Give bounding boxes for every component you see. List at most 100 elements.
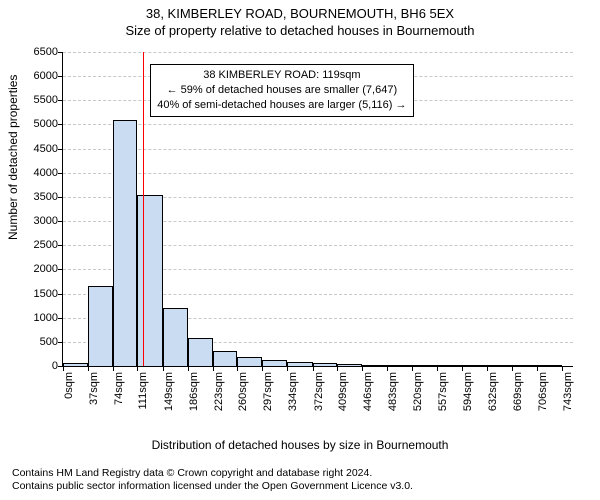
xtick-mark bbox=[88, 366, 89, 371]
gridline bbox=[63, 149, 573, 150]
plot-area: 0500100015002000250030003500400045005000… bbox=[62, 52, 573, 367]
ytick-mark bbox=[58, 197, 63, 198]
ytick-label: 4500 bbox=[34, 143, 58, 155]
xtick-label: 557sqm bbox=[437, 372, 449, 411]
xtick-label: 594sqm bbox=[462, 372, 474, 411]
annotation-line-3: 40% of semi-detached houses are larger (… bbox=[157, 98, 406, 113]
x-axis-label: Distribution of detached houses by size … bbox=[0, 438, 600, 452]
annotation-line-1: 38 KIMBERLEY ROAD: 119sqm bbox=[157, 68, 406, 83]
histogram-bar bbox=[113, 120, 138, 366]
xtick-mark bbox=[512, 366, 513, 371]
histogram-bar bbox=[237, 357, 262, 366]
ytick-mark bbox=[58, 76, 63, 77]
marker-line bbox=[143, 52, 144, 366]
ytick-mark bbox=[58, 124, 63, 125]
xtick-mark bbox=[313, 366, 314, 371]
annotation-line-2: ← 59% of detached houses are smaller (7,… bbox=[157, 83, 406, 98]
ytick-label: 1500 bbox=[34, 288, 58, 300]
histogram-bar bbox=[213, 351, 238, 366]
ytick-mark bbox=[58, 221, 63, 222]
xtick-mark bbox=[262, 366, 263, 371]
xtick-label: 409sqm bbox=[337, 372, 349, 411]
ytick-mark bbox=[58, 52, 63, 53]
xtick-mark bbox=[237, 366, 238, 371]
ytick-label: 1000 bbox=[34, 312, 58, 324]
chart-container: 38, KIMBERLEY ROAD, BOURNEMOUTH, BH6 5EX… bbox=[0, 0, 600, 500]
ytick-label: 0 bbox=[52, 360, 58, 372]
histogram-bar bbox=[88, 286, 113, 366]
histogram-bar bbox=[163, 308, 188, 366]
histogram-bar bbox=[387, 365, 412, 366]
xtick-mark bbox=[188, 366, 189, 371]
histogram-bar bbox=[337, 364, 362, 366]
xtick-label: 706sqm bbox=[537, 372, 549, 411]
ytick-mark bbox=[58, 173, 63, 174]
xtick-label: 186sqm bbox=[188, 372, 200, 411]
ytick-label: 2000 bbox=[34, 263, 58, 275]
xtick-label: 37sqm bbox=[88, 372, 100, 405]
gridline bbox=[63, 173, 573, 174]
annotation-box: 38 KIMBERLEY ROAD: 119sqm← 59% of detach… bbox=[150, 64, 413, 117]
xtick-mark bbox=[362, 366, 363, 371]
histogram-bar bbox=[462, 365, 488, 366]
ytick-mark bbox=[58, 100, 63, 101]
xtick-label: 297sqm bbox=[262, 372, 274, 411]
xtick-mark bbox=[63, 366, 64, 371]
xtick-mark bbox=[213, 366, 214, 371]
xtick-mark bbox=[337, 366, 338, 371]
ytick-mark bbox=[58, 269, 63, 270]
xtick-label: 743sqm bbox=[562, 372, 574, 411]
ytick-label: 6500 bbox=[34, 46, 58, 58]
xtick-mark bbox=[113, 366, 114, 371]
histogram-bar bbox=[512, 365, 537, 366]
ytick-mark bbox=[58, 318, 63, 319]
ytick-label: 4000 bbox=[34, 167, 58, 179]
histogram-bar bbox=[137, 195, 163, 366]
ytick-label: 5500 bbox=[34, 94, 58, 106]
xtick-label: 520sqm bbox=[412, 372, 424, 411]
histogram-bar bbox=[287, 362, 313, 366]
xtick-label: 372sqm bbox=[313, 372, 325, 411]
ytick-label: 2500 bbox=[34, 239, 58, 251]
ytick-label: 3500 bbox=[34, 191, 58, 203]
xtick-label: 74sqm bbox=[113, 372, 125, 405]
histogram-bar bbox=[487, 365, 512, 366]
xtick-mark bbox=[137, 366, 138, 371]
gridline bbox=[63, 124, 573, 125]
ytick-label: 3000 bbox=[34, 215, 58, 227]
xtick-mark bbox=[387, 366, 388, 371]
xtick-label: 111sqm bbox=[137, 372, 149, 410]
ytick-mark bbox=[58, 294, 63, 295]
ytick-label: 5000 bbox=[34, 118, 58, 130]
title-line-2: Size of property relative to detached ho… bbox=[0, 23, 600, 38]
title-line-1: 38, KIMBERLEY ROAD, BOURNEMOUTH, BH6 5EX bbox=[0, 6, 600, 21]
gridline bbox=[63, 52, 573, 53]
ytick-label: 6000 bbox=[34, 70, 58, 82]
ytick-mark bbox=[58, 245, 63, 246]
xtick-label: 223sqm bbox=[213, 372, 225, 411]
histogram-bar bbox=[362, 365, 387, 366]
histogram-bar bbox=[188, 338, 213, 366]
histogram-bar bbox=[313, 363, 338, 366]
footer-line-2: Contains public sector information licen… bbox=[12, 480, 413, 494]
xtick-mark bbox=[412, 366, 413, 371]
xtick-mark bbox=[487, 366, 488, 371]
title-block: 38, KIMBERLEY ROAD, BOURNEMOUTH, BH6 5EX… bbox=[0, 6, 600, 38]
footer: Contains HM Land Registry data © Crown c… bbox=[12, 467, 413, 494]
xtick-label: 446sqm bbox=[362, 372, 374, 411]
histogram-bar bbox=[412, 365, 437, 366]
xtick-label: 334sqm bbox=[287, 372, 299, 411]
xtick-mark bbox=[537, 366, 538, 371]
xtick-label: 0sqm bbox=[63, 372, 75, 399]
histogram-bar bbox=[537, 365, 562, 366]
histogram-bar bbox=[437, 365, 462, 366]
xtick-label: 260sqm bbox=[237, 372, 249, 411]
xtick-label: 149sqm bbox=[163, 372, 175, 411]
xtick-label: 483sqm bbox=[387, 372, 399, 411]
xtick-mark bbox=[437, 366, 438, 371]
xtick-mark bbox=[562, 366, 563, 371]
ytick-label: 500 bbox=[40, 336, 58, 348]
footer-line-1: Contains HM Land Registry data © Crown c… bbox=[12, 467, 413, 481]
xtick-mark bbox=[163, 366, 164, 371]
xtick-label: 632sqm bbox=[487, 372, 499, 411]
